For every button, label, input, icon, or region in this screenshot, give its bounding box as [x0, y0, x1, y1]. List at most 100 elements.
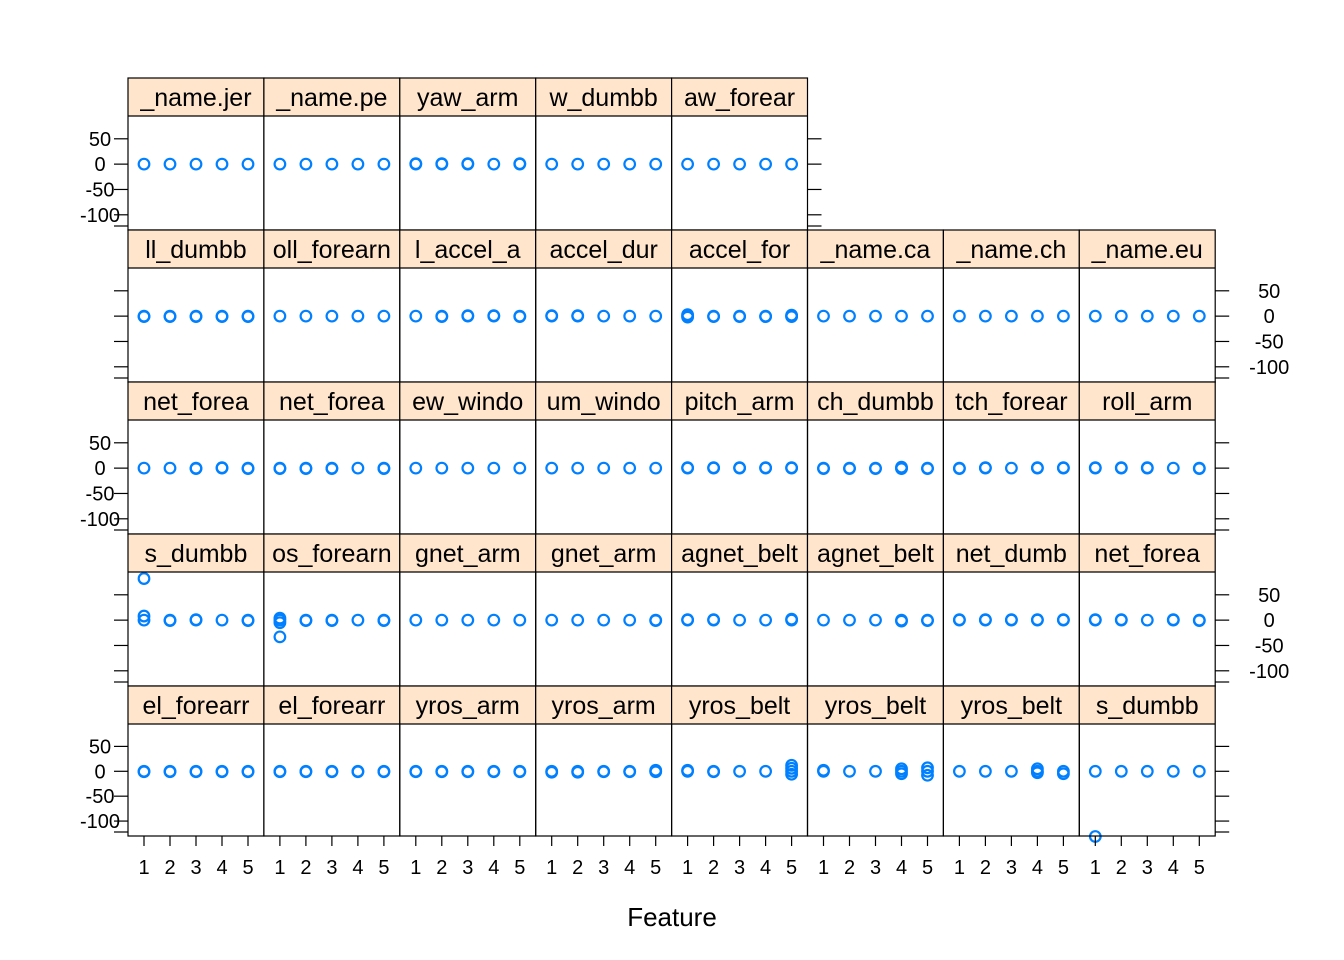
panel: ch_dumbb	[806, 381, 944, 535]
data-point	[299, 309, 313, 323]
data-point	[921, 761, 934, 775]
data-point	[895, 462, 908, 476]
data-point	[953, 462, 966, 476]
data-point	[273, 616, 287, 630]
data-point	[325, 157, 339, 171]
panel: net_dumb	[942, 533, 1080, 687]
panel-strip	[399, 534, 536, 572]
data-point	[1114, 764, 1128, 778]
panel-strip	[671, 230, 808, 268]
data-point	[513, 157, 527, 171]
x-tick-label: 1	[274, 857, 285, 879]
y-tick-label: 50	[1258, 281, 1280, 303]
panel: _name.eu	[1078, 229, 1216, 383]
y-tick-label: -100	[80, 811, 120, 833]
data-point	[979, 613, 992, 627]
data-point	[409, 461, 423, 475]
panel: aw_forear	[670, 77, 809, 231]
data-point	[215, 765, 229, 779]
panel-title: oll_forearn	[273, 236, 391, 264]
x-tick-label: 2	[300, 857, 311, 879]
data-point	[435, 765, 449, 779]
data-point	[409, 309, 423, 323]
x-tick-label: 3	[462, 857, 473, 879]
panel-strip	[128, 686, 264, 724]
data-point	[921, 614, 934, 628]
data-point	[435, 613, 449, 627]
data-point	[215, 157, 229, 171]
panel: yros_arm	[535, 685, 673, 837]
panel-strip	[535, 382, 672, 420]
data-point	[1192, 309, 1206, 323]
data-point	[571, 765, 585, 779]
data-point	[1030, 461, 1044, 475]
data-point	[1166, 309, 1180, 323]
data-point	[461, 157, 475, 171]
data-point	[817, 613, 830, 627]
x-tick-label: 4	[760, 857, 771, 879]
data-point	[1140, 613, 1154, 627]
panel-title: el_forearr	[278, 692, 385, 720]
data-point	[707, 157, 720, 171]
panel-strip	[263, 686, 400, 724]
y-tick-label: -100	[80, 205, 120, 227]
panel-title: accel_dur	[549, 236, 657, 264]
panel-title: yaw_arm	[417, 84, 518, 112]
data-point	[163, 310, 177, 324]
panel-title: ll_dumbb	[145, 236, 246, 264]
data-point	[325, 614, 339, 628]
x-tick-label: 2	[708, 857, 719, 879]
panel-title: gnet_arm	[551, 540, 657, 568]
panel-title: w_dumbb	[548, 84, 657, 112]
data-point	[759, 157, 772, 171]
data-point	[895, 767, 908, 781]
data-point	[869, 764, 882, 778]
panel: gnet_arm	[399, 533, 537, 687]
panel: os_forearn	[263, 533, 401, 687]
y-tick-label: 0	[94, 458, 105, 480]
panel-strip	[128, 78, 264, 116]
panel-strip	[807, 230, 944, 268]
x-tick-label: 3	[190, 857, 201, 879]
panel-title: aw_forear	[684, 84, 795, 112]
panel-title: el_forearr	[142, 692, 249, 720]
data-point	[785, 758, 798, 772]
panel-strip	[671, 686, 808, 724]
data-point	[461, 461, 475, 475]
y-tick-label: -100	[1249, 357, 1289, 379]
panel-strip	[943, 382, 1080, 420]
data-point	[759, 310, 772, 324]
data-point	[843, 309, 856, 323]
data-point	[461, 765, 475, 779]
data-point	[785, 310, 798, 324]
panel-strip	[535, 686, 672, 724]
panel-title: roll_arm	[1102, 388, 1192, 416]
data-point	[487, 157, 501, 171]
y-axes: 50 0 -50 -100 50 0 -50 -100 50 0 -50 -100 50 0 -50 -100…	[80, 129, 1289, 833]
y-tick-label: 50	[89, 736, 111, 758]
panel: el_forearr	[263, 685, 401, 837]
panel-strip	[943, 686, 1080, 724]
data-point	[409, 157, 423, 171]
data-point	[487, 309, 501, 323]
data-point	[843, 613, 856, 627]
data-point	[759, 461, 772, 475]
panel-strip	[263, 230, 400, 268]
data-point	[377, 614, 391, 628]
data-point	[137, 765, 151, 779]
data-point	[1088, 613, 1102, 627]
data-point	[1114, 461, 1128, 475]
panel: yros_belt	[806, 685, 944, 837]
panel-strip	[128, 534, 264, 572]
data-point	[1056, 613, 1070, 627]
data-point	[707, 310, 720, 324]
data-point	[189, 310, 203, 324]
panel-strip	[1079, 382, 1216, 420]
data-point	[623, 309, 637, 323]
data-point	[623, 613, 637, 627]
data-point	[1140, 461, 1154, 475]
data-point	[1088, 461, 1102, 475]
panel: net_forea	[127, 381, 265, 535]
panel-strip	[671, 534, 808, 572]
